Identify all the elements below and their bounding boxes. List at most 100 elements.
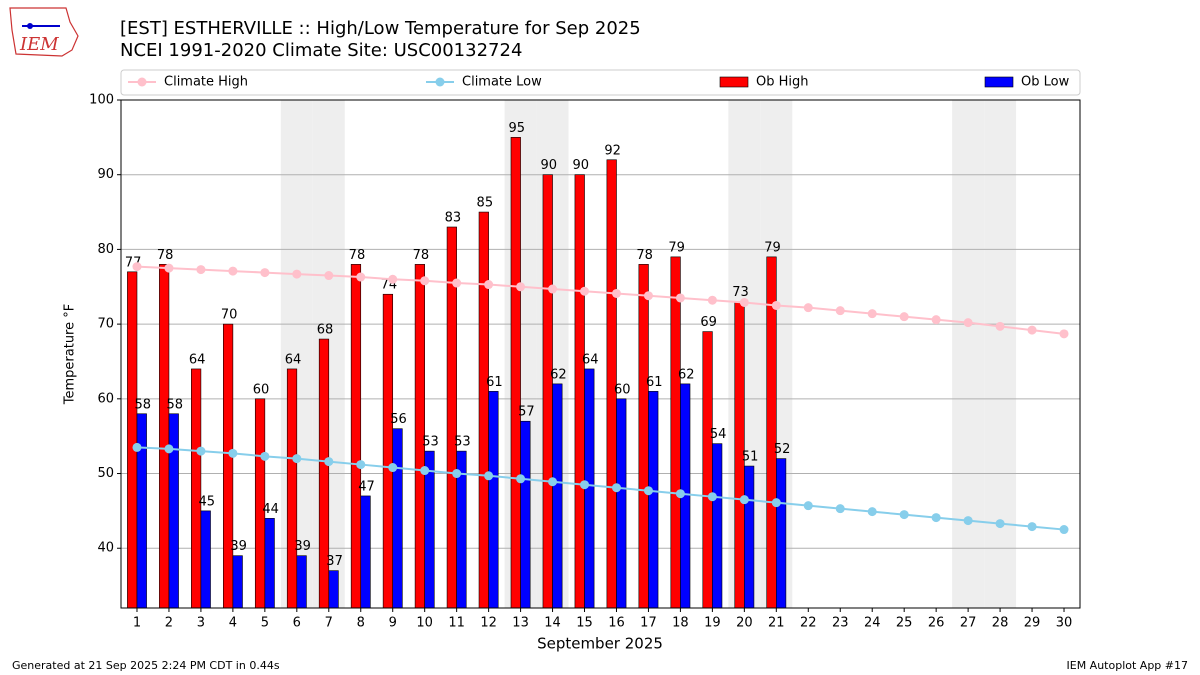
- marker: [580, 480, 590, 490]
- x-tick-label: 18: [672, 616, 689, 631]
- marker: [995, 321, 1005, 331]
- y-tick-label: 50: [97, 466, 114, 481]
- marker: [228, 266, 238, 276]
- x-tick-label: 7: [325, 616, 333, 631]
- x-tick-label: 22: [800, 616, 817, 631]
- bar: [776, 458, 787, 609]
- bar: [616, 398, 627, 609]
- data-label: 61: [646, 375, 663, 390]
- bar: [478, 211, 489, 609]
- marker: [707, 492, 717, 502]
- data-label: 64: [582, 352, 599, 367]
- logo: IEM: [9, 7, 79, 57]
- marker: [643, 291, 653, 301]
- data-label: 64: [189, 352, 206, 367]
- data-label: 47: [358, 479, 375, 494]
- legend-swatch: [984, 76, 1014, 88]
- x-tick-label: 25: [896, 616, 913, 631]
- marker: [196, 265, 206, 275]
- line: [136, 265, 1065, 335]
- data-label: 78: [636, 248, 653, 263]
- marker: [132, 262, 142, 272]
- data-label: 45: [198, 494, 215, 509]
- data-label: 73: [732, 285, 749, 300]
- legend-label: Ob High: [756, 75, 809, 90]
- x-tick-label: 1: [133, 616, 141, 631]
- marker: [835, 504, 845, 514]
- marker: [611, 288, 621, 298]
- marker: [228, 448, 238, 458]
- logo-text: IEM: [19, 34, 59, 55]
- legend-label: Ob Low: [1021, 75, 1070, 90]
- y-tick-label: 40: [97, 541, 114, 556]
- x-tick-label: 15: [576, 616, 593, 631]
- marker: [420, 466, 430, 476]
- x-tick-label: 3: [197, 616, 205, 631]
- footer-right: IEM Autoplot App #17: [1067, 659, 1189, 672]
- data-label: 53: [422, 435, 439, 450]
- marker: [899, 312, 909, 322]
- bar: [574, 174, 585, 609]
- x-tick-label: 12: [480, 616, 497, 631]
- data-label: 62: [678, 367, 695, 382]
- marker: [963, 516, 973, 526]
- x-tick-label: 23: [832, 616, 849, 631]
- marker: [324, 271, 334, 281]
- data-label: 64: [285, 352, 302, 367]
- bar: [670, 256, 681, 609]
- data-label: 79: [668, 240, 685, 255]
- marker: [132, 442, 142, 452]
- marker: [1027, 325, 1037, 335]
- bar: [510, 137, 521, 609]
- legend-box: [120, 69, 1081, 96]
- marker: [452, 278, 462, 288]
- data-label: 92: [604, 143, 621, 158]
- marker: [771, 498, 781, 508]
- marker: [292, 269, 302, 279]
- data-label: 53: [454, 435, 471, 450]
- bar: [648, 391, 659, 609]
- marker: [707, 295, 717, 305]
- data-label: 58: [135, 397, 152, 412]
- marker: [260, 451, 270, 461]
- bar: [552, 383, 563, 609]
- chart-subtitle: NCEI 1991-2020 Climate Site: USC00132724: [120, 40, 522, 61]
- x-tick-label: 2: [165, 616, 173, 631]
- data-label: 83: [445, 211, 462, 226]
- data-label: 68: [317, 323, 334, 338]
- bar: [286, 368, 298, 609]
- x-tick-label: 9: [389, 616, 397, 631]
- x-tick-label: 28: [992, 616, 1009, 631]
- data-label: 52: [774, 442, 791, 457]
- data-label: 78: [157, 248, 174, 263]
- bar: [702, 331, 713, 609]
- data-label: 56: [390, 412, 407, 427]
- bar: [222, 323, 234, 609]
- bar: [542, 174, 553, 609]
- marker: [356, 460, 366, 470]
- plot-frame: [120, 99, 1081, 609]
- marker: [867, 507, 877, 517]
- marker: [484, 471, 494, 481]
- data-label: 95: [509, 121, 526, 136]
- marker: [548, 477, 558, 487]
- marker: [963, 318, 973, 328]
- bar: [328, 570, 339, 609]
- marker: [739, 495, 749, 505]
- marker: [452, 469, 462, 479]
- legend-swatch: [719, 76, 749, 88]
- x-tick-label: 24: [864, 616, 881, 631]
- line: [136, 446, 1065, 531]
- marker: [516, 282, 526, 292]
- legend-marker: [435, 77, 445, 87]
- marker: [292, 454, 302, 464]
- data-label: 39: [294, 539, 311, 554]
- marker: [643, 486, 653, 496]
- bar: [360, 495, 371, 609]
- y-tick-label: 80: [97, 242, 114, 257]
- marker: [388, 274, 398, 284]
- data-label: 51: [742, 450, 759, 465]
- bar: [392, 428, 403, 609]
- marker: [899, 510, 909, 520]
